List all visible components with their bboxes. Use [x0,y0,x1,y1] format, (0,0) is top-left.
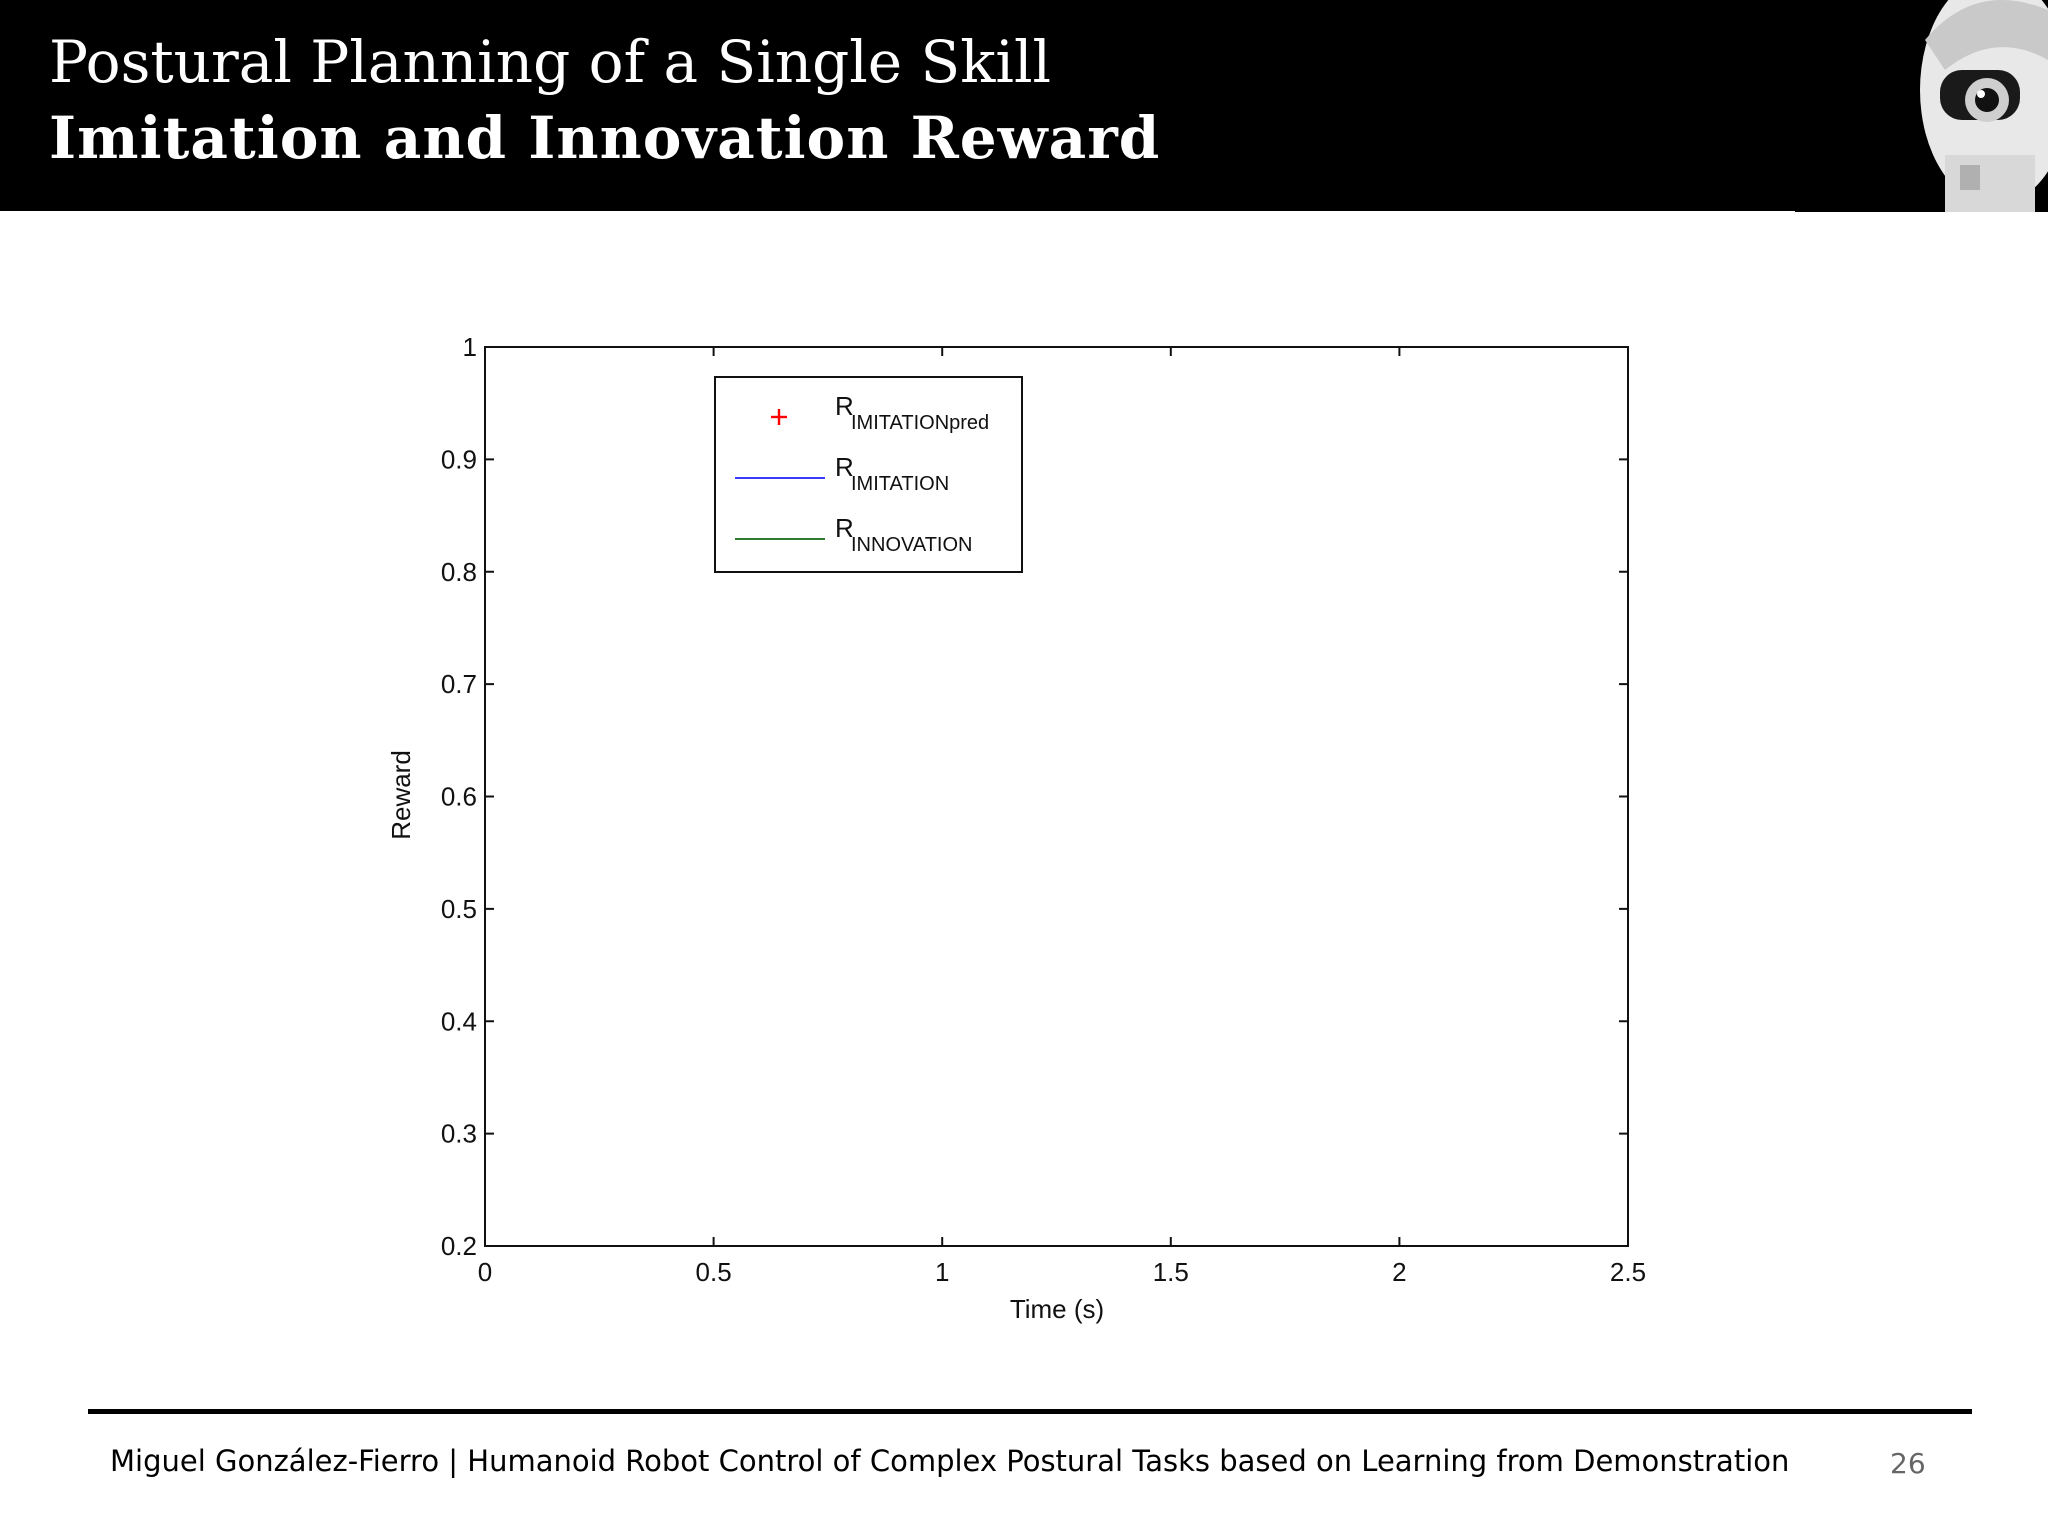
y-tick-label: 0.9 [441,444,477,474]
slide-subtitle: Imitation and Innovation Reward [49,104,1161,172]
y-tick-label: 0.4 [441,1006,477,1036]
humanoid-robot-head-icon [1795,0,2048,212]
slide-title: Postural Planning of a Single Skill [49,28,1052,96]
y-tick-label: 0.2 [441,1231,477,1261]
legend-label: R [835,513,854,543]
y-axis-label: Reward [386,750,416,840]
y-tick-label: 0.5 [441,894,477,924]
footer-divider [88,1409,1972,1414]
chart-container: 0 0.5 1 1.5 2 2.5 0.2 0.3 0.4 0.5 0.6 0.7 0.8 0.9 1 Ti… [380,320,1670,1355]
x-tick-label: 0.5 [696,1257,732,1287]
y-tick-label: 0.7 [441,669,477,699]
x-tick-label: 1.5 [1153,1257,1189,1287]
x-axis-label: Time (s) [1010,1294,1104,1324]
legend-label: R [835,452,854,482]
x-tick-label: 2.5 [1610,1257,1646,1287]
y-tick-label: 1 [463,332,477,362]
legend-label-subscript: IMITATION [851,473,949,495]
legend-label-subscript: IMITATIONpred [851,412,989,434]
plot-frame [484,346,1629,1247]
page-number: 26 [1890,1447,1926,1480]
x-tick-label: 2 [1392,1257,1406,1287]
y-tick-label: 0.6 [441,782,477,812]
chart-axes: 0 0.5 1 1.5 2 2.5 0.2 0.3 0.4 0.5 0.6 0.7 0.8 0.9 1 [441,332,1646,1287]
legend-label: R [835,391,854,421]
y-tick-label: 0.3 [441,1119,477,1149]
legend-label-subscript: INNOVATION [851,534,972,556]
x-tick-label: 1 [935,1257,949,1287]
slide-header: Postural Planning of a Single Skill Imit… [0,0,2048,212]
reward-chart: 0 0.5 1 1.5 2 2.5 0.2 0.3 0.4 0.5 0.6 0.7 0.8 0.9 1 Ti… [386,332,1646,1324]
x-tick-label: 0 [478,1257,492,1287]
y-tick-label: 0.8 [441,557,477,587]
footer-credits: Miguel González-Fierro | Humanoid Robot … [110,1444,1790,1478]
